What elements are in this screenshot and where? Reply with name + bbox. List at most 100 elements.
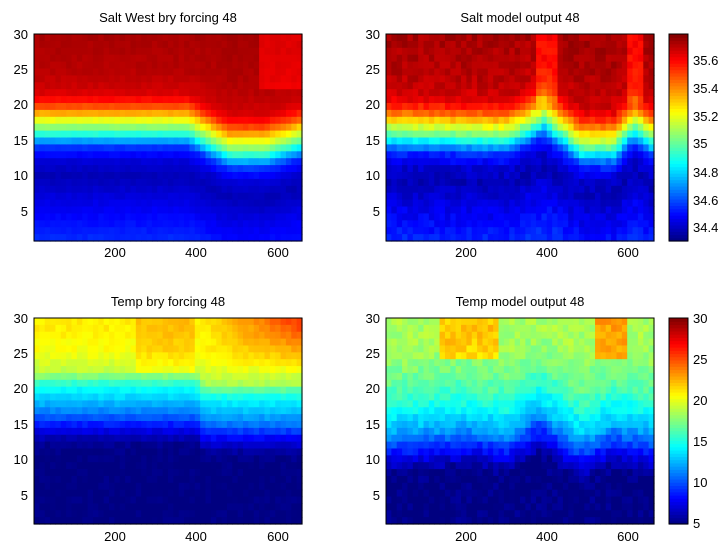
heatmap-cell xyxy=(216,158,223,166)
heatmap-cell xyxy=(168,34,174,42)
heatmap-cell xyxy=(530,199,537,208)
heatmap-cell xyxy=(210,359,217,367)
heatmap-cell xyxy=(189,220,196,228)
heatmap-cell xyxy=(141,68,148,76)
heatmap-cell xyxy=(87,234,94,242)
heatmap-cell xyxy=(280,462,287,470)
heatmap-cell xyxy=(146,400,153,408)
heatmap-cell xyxy=(76,331,83,340)
heatmap-cell xyxy=(125,338,132,347)
heatmap-cell xyxy=(471,227,478,235)
heatmap-cell xyxy=(103,54,110,63)
heatmap-cell xyxy=(503,220,510,228)
colorbar-step xyxy=(669,218,688,223)
heatmap-cell xyxy=(275,359,282,367)
heatmap-cell xyxy=(82,199,89,208)
heatmap-cell xyxy=(39,331,46,340)
heatmap-cell xyxy=(39,34,46,42)
heatmap-cell xyxy=(135,206,142,214)
colorbar-step xyxy=(669,34,688,38)
heatmap-cell xyxy=(407,372,414,381)
heatmap-cell xyxy=(189,89,196,97)
heatmap-cell xyxy=(205,61,212,70)
heatmap-cell xyxy=(226,352,233,360)
heatmap-cell xyxy=(434,434,441,443)
heatmap-cell xyxy=(514,151,521,159)
heatmap-cell xyxy=(503,82,510,90)
heatmap-cell xyxy=(103,206,110,214)
heatmap-cell xyxy=(525,54,532,63)
heatmap-cell xyxy=(450,324,457,333)
heatmap-cell xyxy=(157,96,164,104)
heatmap-cell xyxy=(151,482,158,491)
heatmap-cell xyxy=(428,234,435,242)
heatmap-cell xyxy=(168,123,174,132)
heatmap-cell xyxy=(434,192,441,201)
heatmap-cell xyxy=(259,206,266,214)
heatmap-cell xyxy=(44,386,51,395)
heatmap-cell xyxy=(259,338,266,347)
heatmap-cell xyxy=(92,47,99,56)
heatmap-cell xyxy=(396,434,403,443)
heatmap-cell xyxy=(418,109,425,118)
heatmap-cell xyxy=(237,206,244,214)
heatmap-cell xyxy=(184,503,191,511)
heatmap-cell xyxy=(173,165,180,173)
heatmap-cell xyxy=(76,400,83,408)
heatmap-cell xyxy=(269,213,276,221)
heatmap-cell xyxy=(275,324,282,333)
heatmap-cell xyxy=(428,441,435,450)
heatmap-cell xyxy=(493,220,500,228)
heatmap-cell xyxy=(125,68,132,76)
heatmap-cell xyxy=(552,47,559,56)
heatmap-cell xyxy=(296,151,303,159)
heatmap-cell xyxy=(205,400,212,408)
heatmap-cell xyxy=(98,199,105,208)
heatmap-cell xyxy=(412,185,419,194)
heatmap-cell xyxy=(205,359,212,367)
heatmap-cell xyxy=(584,199,591,208)
heatmap-cell xyxy=(200,227,207,235)
heatmap-cell xyxy=(200,178,207,187)
heatmap-cell xyxy=(423,75,430,83)
heatmap-cell xyxy=(221,482,228,491)
heatmap-cell xyxy=(168,482,174,491)
heatmap-cell xyxy=(285,144,292,152)
heatmap-cell xyxy=(248,151,255,159)
heatmap-cell xyxy=(71,448,78,456)
heatmap-cell xyxy=(412,165,419,173)
colorbar-step xyxy=(669,179,688,184)
heatmap-cell xyxy=(412,441,419,450)
heatmap-cell xyxy=(66,345,73,353)
heatmap-cell xyxy=(243,482,249,491)
heatmap-cell xyxy=(221,185,228,194)
heatmap-cell xyxy=(210,206,217,214)
heatmap-cell xyxy=(434,324,441,333)
heatmap-cell xyxy=(205,366,212,374)
heatmap-cell xyxy=(253,324,260,333)
heatmap-cell xyxy=(114,421,121,429)
heatmap-cell xyxy=(546,68,553,76)
heatmap-cell xyxy=(55,475,62,484)
heatmap-cell xyxy=(189,448,196,456)
y-tick-label: 10 xyxy=(14,452,28,467)
heatmap-cell xyxy=(423,89,430,97)
heatmap-cell xyxy=(216,448,223,456)
heatmap-cell xyxy=(552,234,559,242)
heatmap-cell xyxy=(141,421,148,429)
heatmap-cell xyxy=(412,469,419,477)
heatmap-cell xyxy=(520,96,526,104)
heatmap-cell xyxy=(498,234,505,242)
heatmap-cell xyxy=(232,40,239,49)
heatmap-cell xyxy=(87,462,94,470)
heatmap-cell xyxy=(423,324,430,333)
heatmap-cell xyxy=(205,227,212,235)
heatmap-cell xyxy=(237,199,244,208)
heatmap-cell xyxy=(232,96,239,104)
heatmap-cell xyxy=(455,158,462,166)
heatmap-cell xyxy=(226,158,233,166)
heatmap-cell xyxy=(455,103,462,111)
heatmap-cell xyxy=(146,441,153,450)
heatmap-cell xyxy=(66,54,73,63)
heatmap-cell xyxy=(498,96,505,104)
